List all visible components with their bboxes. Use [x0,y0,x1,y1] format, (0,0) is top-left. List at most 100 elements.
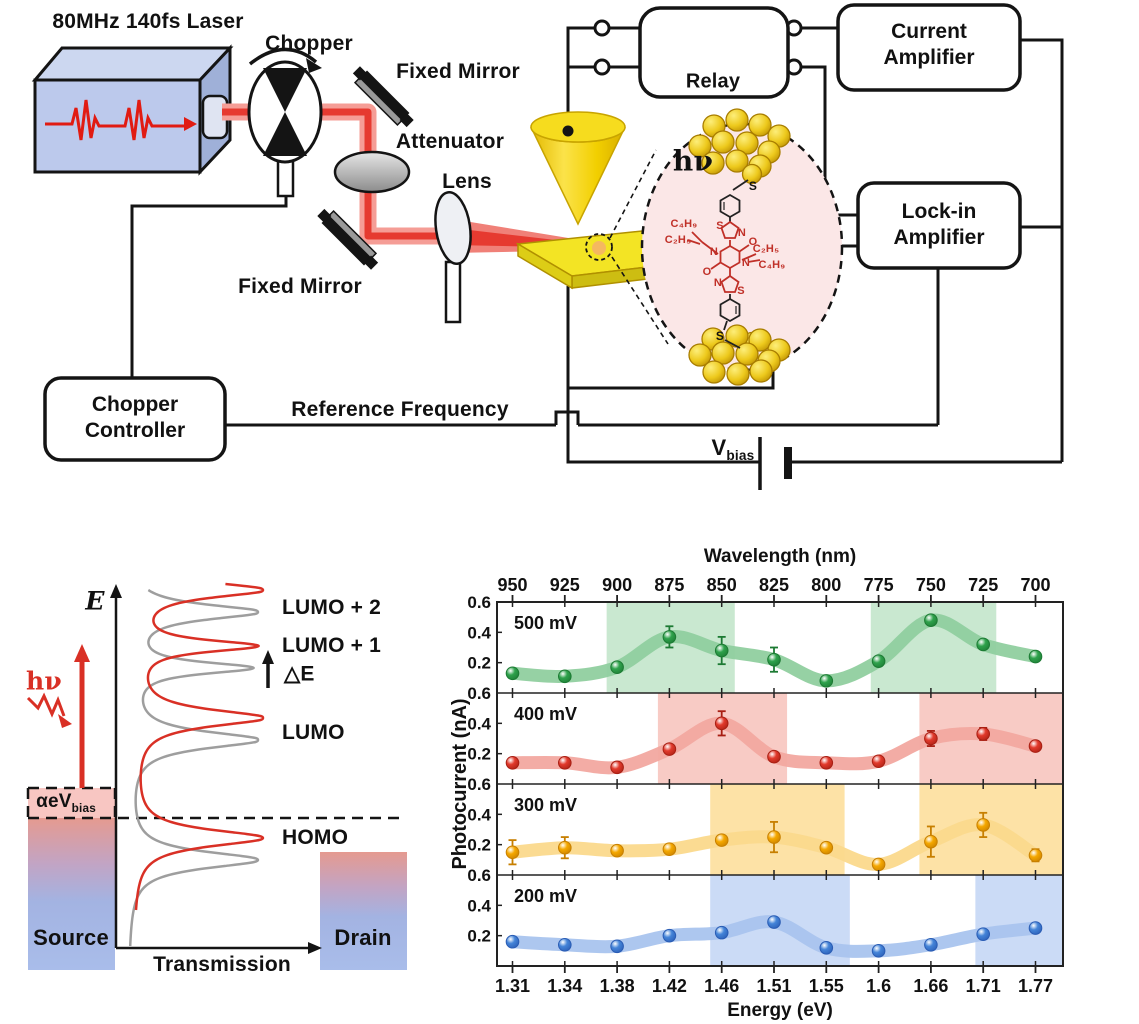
data-point [871,857,886,872]
laser-box [31,44,234,176]
data-point [924,937,938,952]
energy-tick-label: 1.46 [704,976,739,996]
y-tick-label: 0.4 [467,896,491,915]
energy-tick-label: 1.71 [966,976,1001,996]
fixed-mirror-bottom-label: Fixed Mirror [238,275,362,298]
thiazole2-n-label: N [713,277,723,289]
y-tick-label: 0.4 [467,623,491,642]
attenuator-disk [333,150,411,194]
stm-tip [530,111,626,226]
wavelength-tick-label: 700 [1020,575,1050,595]
laser-pulse-waveform [45,99,197,141]
panel-300-mV: 0.6 0.4 0.2 300 mV [467,775,1063,875]
data-point [714,833,729,847]
energy-tick-label: 1.31 [495,976,530,996]
energy-tick-label: 1.42 [652,976,687,996]
bias-window-label: αeVbias [36,791,96,815]
substituent-label-c4h9-right: C₄H₉ [758,259,786,271]
inset-connector-lines [609,149,669,345]
data-point [819,840,834,855]
data-point [558,669,572,684]
wavelength-tick-label: 875 [654,575,684,595]
data-point [924,613,938,627]
y-tick-label: 0.6 [467,775,491,794]
source-electrode [28,818,115,970]
y-tick-label: 0.6 [467,684,491,703]
energy-tick-label: 1.77 [1018,976,1053,996]
hv-arrow [26,644,90,788]
wavelength-tick-label: 850 [707,575,737,595]
chopper-label: Chopper [265,32,353,55]
current-amplifier-label: Current Amplifier [883,20,975,69]
relay-terminals [593,19,803,76]
data-point [662,842,677,857]
plot-border [496,601,1064,967]
data-point [662,928,677,943]
data-point [1028,739,1043,753]
data-point [610,939,624,954]
data-point [767,830,781,844]
substituent-label-c2h5-left: C₂H₅ [664,234,692,246]
data-point [505,755,520,770]
transmission-curves [128,582,265,947]
y-axis-title: Photocurrent (nA) [450,698,471,869]
tip-contact-dot [562,125,574,137]
rotation-arrow [248,47,318,66]
lockin-amplifier-box [856,181,1022,270]
junction-dashed-circle [585,233,613,261]
data-point [662,630,677,644]
data-point [558,937,572,952]
relay-box [638,6,790,99]
highlight-band [975,875,1063,966]
panel-voltage-label: 400 mV [514,704,577,724]
data-point [871,754,886,769]
data-point [505,845,520,860]
transmission-curve-shifted [128,588,260,947]
lumo-label: LUMO [282,721,345,744]
sulfur-link-top-label: S [748,179,758,193]
data-point [976,927,991,941]
thiazole1-s-label: S [716,220,724,232]
gold-cluster-bottom [688,324,791,386]
bias-window [28,788,115,818]
y-tick-label: 0.4 [467,805,491,824]
data-point [976,727,991,741]
data-point [714,643,729,658]
energy-tick-label: 1.34 [547,976,582,996]
core-n-right-label: N [741,257,751,269]
data-point [610,660,624,675]
data-point [924,731,938,746]
core-o-left-label: O [702,266,712,278]
current-amplifier-box [836,3,1022,92]
lens-label: Lens [442,170,492,193]
panel-400-mV: 0.6 0.4 0.2 400 mV [467,684,1063,784]
wavelength-tick-label: 825 [759,575,789,595]
data-point [505,934,520,949]
fixed-mirror-top-label: Fixed Mirror [396,60,520,83]
data-point [1028,921,1043,935]
data-point [1028,848,1043,863]
data-point [871,944,886,958]
energy-tick-label: 1.6 [866,976,891,996]
vbias-label: Vbias [711,434,755,464]
energy-tick-label: 1.51 [756,976,791,996]
data-point [767,915,781,929]
drain-electrode [320,852,407,970]
molecule-inset [640,108,844,386]
transmission-curve-photoexcited [134,582,265,911]
data-point [819,755,834,770]
laser-label: 80MHz 140fs Laser [52,10,244,33]
lockin-amplifier-label: Lock-in Amplifier [893,200,985,249]
relay-label: Relay [685,70,741,93]
source-label: Source [33,925,109,950]
panel-200-mV: 0.6 0.4 0.2 200 mV [467,866,1063,966]
chopper-wheel [247,47,323,198]
core-n-left-label: N [709,246,719,258]
energy-tick-label: 1.55 [809,976,844,996]
energy-level-diagram [26,582,407,970]
panel-voltage-label: 200 mV [514,886,577,906]
inset-hv-label: hν [672,144,714,178]
chopper-controller-label: Chopper Controller [84,393,186,442]
data-point [610,843,624,858]
photon-squiggle-icon [26,692,66,718]
